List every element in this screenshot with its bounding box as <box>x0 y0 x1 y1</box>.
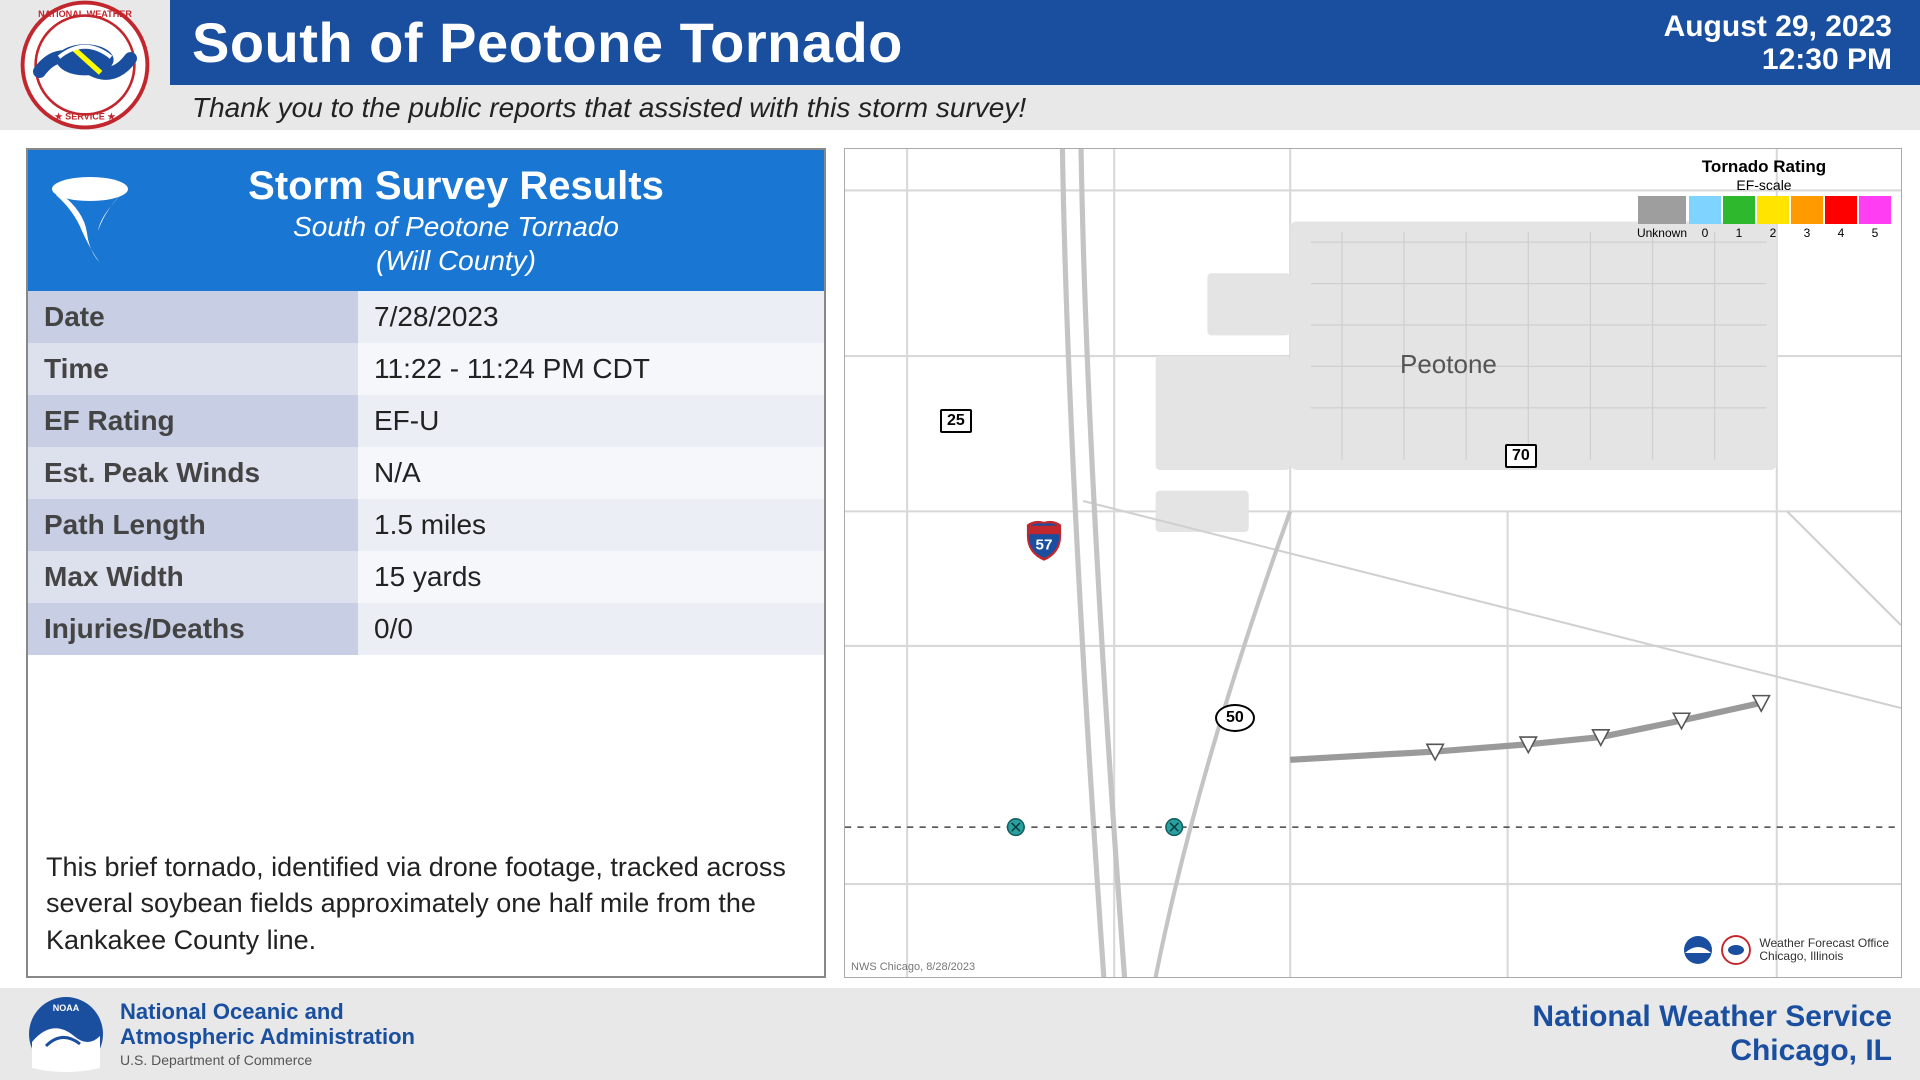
nws-logo-container: NATIONAL WEATHER ★ SERVICE ★ <box>0 0 170 130</box>
footer-right-line2: Chicago, IL <box>1532 1034 1892 1069</box>
legend-item: Unknown <box>1637 196 1687 240</box>
header-date: August 29, 2023 <box>1664 10 1892 43</box>
tornado-icon <box>42 171 142 271</box>
svg-text:57: 57 <box>1036 536 1053 553</box>
row-key: Time <box>28 343 358 395</box>
row-value: 11:22 - 11:24 PM CDT <box>358 343 824 395</box>
header-title-column: South of Peotone Tornado August 29, 2023… <box>170 0 1920 130</box>
row-key: Path Length <box>28 499 358 551</box>
noaa-mini-icon <box>1683 935 1713 965</box>
table-row: EF RatingEF-U <box>28 395 824 447</box>
table-row: Max Width15 yards <box>28 551 824 603</box>
map-panel: Peotone 25 70 50 57 Tornado Rating EF-sc… <box>844 148 1902 978</box>
map-hwy-50: 50 <box>1215 704 1255 732</box>
legend-label: 5 <box>1872 226 1879 240</box>
row-value: 0/0 <box>358 603 824 655</box>
legend-label: 1 <box>1736 226 1743 240</box>
row-value: 1.5 miles <box>358 499 824 551</box>
panel-header-text: Storm Survey Results South of Peotone To… <box>158 164 814 277</box>
footer-right-line1: National Weather Service <box>1532 1000 1892 1035</box>
svg-text:NOAA: NOAA <box>53 1003 80 1013</box>
noaa-logo-icon: NOAA <box>28 996 104 1072</box>
legend-swatch <box>1791 196 1823 224</box>
panel-title: Storm Survey Results <box>158 164 754 209</box>
map-canvas <box>845 149 1901 977</box>
row-value: 15 yards <box>358 551 824 603</box>
legend-label: Unknown <box>1637 226 1687 240</box>
header-time: 12:30 PM <box>1664 43 1892 76</box>
legend-swatch <box>1689 196 1721 224</box>
page-title: South of Peotone Tornado <box>192 10 903 75</box>
header-subtitle: Thank you to the public reports that ass… <box>170 85 1920 130</box>
footer-org-text: National Oceanic and Atmospheric Adminis… <box>120 1000 415 1067</box>
legend-item: 0 <box>1689 196 1721 240</box>
panel-subtitle-1: South of Peotone Tornado <box>158 211 754 243</box>
map-hwy-70: 70 <box>1505 444 1537 468</box>
legend-subtitle: EF-scale <box>1637 177 1891 193</box>
legend-label: 4 <box>1838 226 1845 240</box>
legend-swatch <box>1723 196 1755 224</box>
page: NATIONAL WEATHER ★ SERVICE ★ South of Pe… <box>0 0 1920 1080</box>
panel-header: Storm Survey Results South of Peotone To… <box>28 150 824 291</box>
legend-swatch <box>1859 196 1891 224</box>
footer-left: NOAA National Oceanic and Atmospheric Ad… <box>28 996 415 1072</box>
header-blue-bar: South of Peotone Tornado August 29, 2023… <box>170 0 1920 85</box>
row-key: EF Rating <box>28 395 358 447</box>
map-office-badge: Weather Forecast Office Chicago, Illinoi… <box>1683 935 1889 965</box>
row-key: Max Width <box>28 551 358 603</box>
table-row: Time11:22 - 11:24 PM CDT <box>28 343 824 395</box>
panel-subtitle-2: (Will County) <box>158 245 754 277</box>
legend-item: 2 <box>1757 196 1789 240</box>
map-office-line2: Chicago, Illinois <box>1759 950 1889 963</box>
legend-swatch <box>1757 196 1789 224</box>
footer-org-line1: National Oceanic and <box>120 1000 415 1024</box>
row-key: Date <box>28 291 358 343</box>
survey-results-panel: Storm Survey Results South of Peotone To… <box>26 148 826 978</box>
body-row: Storm Survey Results South of Peotone To… <box>0 130 1920 988</box>
interstate-shield-icon: 57 <box>1025 519 1063 561</box>
legend-label: 0 <box>1702 226 1709 240</box>
legend-item: 3 <box>1791 196 1823 240</box>
row-value: N/A <box>358 447 824 499</box>
legend-item: 1 <box>1723 196 1755 240</box>
header-datetime: August 29, 2023 12:30 PM <box>1664 10 1892 76</box>
footer-band: NOAA National Oceanic and Atmospheric Ad… <box>0 988 1920 1080</box>
nws-mini-icon <box>1721 935 1751 965</box>
legend-swatch <box>1825 196 1857 224</box>
legend-label: 3 <box>1804 226 1811 240</box>
legend-item: 4 <box>1825 196 1857 240</box>
results-table: Date7/28/2023Time11:22 - 11:24 PM CDTEF … <box>28 291 824 835</box>
map-office-text: Weather Forecast Office Chicago, Illinoi… <box>1759 937 1889 963</box>
row-key: Est. Peak Winds <box>28 447 358 499</box>
table-row: Injuries/Deaths0/0 <box>28 603 824 655</box>
legend-title: Tornado Rating <box>1637 157 1891 177</box>
table-row: Est. Peak WindsN/A <box>28 447 824 499</box>
nws-logo-icon: NATIONAL WEATHER ★ SERVICE ★ <box>20 0 150 130</box>
map-attribution: NWS Chicago, 8/28/2023 <box>851 961 975 973</box>
map-legend: Tornado Rating EF-scale Unknown 0 1 2 3 4 5 <box>1637 157 1891 240</box>
row-key: Injuries/Deaths <box>28 603 358 655</box>
row-value: EF-U <box>358 395 824 447</box>
map-city-label: Peotone <box>1400 349 1497 380</box>
footer-right: National Weather Service Chicago, IL <box>1532 1000 1892 1069</box>
header-band: NATIONAL WEATHER ★ SERVICE ★ South of Pe… <box>0 0 1920 130</box>
row-value: 7/28/2023 <box>358 291 824 343</box>
footer-org-sub: U.S. Department of Commerce <box>120 1052 415 1068</box>
svg-text:★ SERVICE ★: ★ SERVICE ★ <box>53 112 116 122</box>
results-description: This brief tornado, identified via drone… <box>28 835 824 976</box>
legend-label: 2 <box>1770 226 1777 240</box>
map-hwy-25: 25 <box>940 409 972 433</box>
legend-swatch <box>1638 196 1686 224</box>
svg-text:NATIONAL WEATHER: NATIONAL WEATHER <box>38 9 132 19</box>
table-row: Path Length1.5 miles <box>28 499 824 551</box>
table-row: Date7/28/2023 <box>28 291 824 343</box>
footer-org-line2: Atmospheric Administration <box>120 1025 415 1049</box>
legend-item: 5 <box>1859 196 1891 240</box>
